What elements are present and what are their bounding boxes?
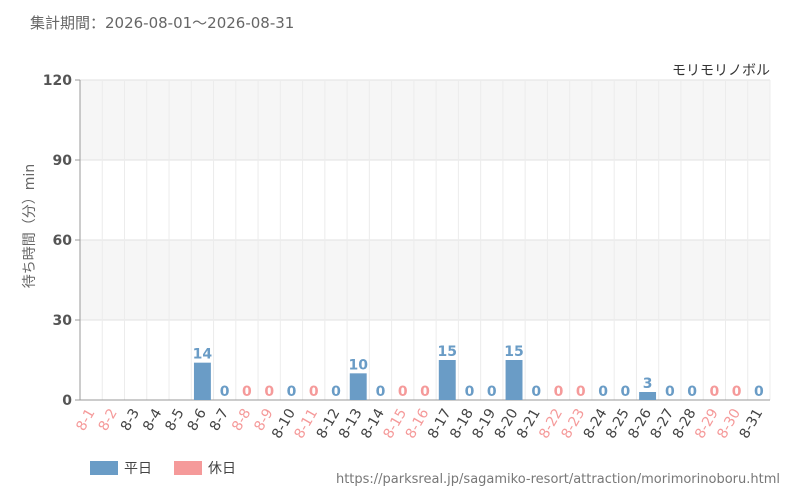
data-label: 15 <box>438 344 457 360</box>
x-tick-label: 8-4 <box>140 406 165 434</box>
legend-item-weekday: 平日 <box>90 458 152 478</box>
legend: 平日 休日 <box>90 458 236 478</box>
data-label: 0 <box>242 384 252 400</box>
data-label: 0 <box>220 384 230 400</box>
data-label: 10 <box>348 357 368 373</box>
data-label: 0 <box>687 384 697 400</box>
data-label: 0 <box>287 384 297 400</box>
data-label: 0 <box>264 384 274 400</box>
legend-swatch-holiday <box>174 461 202 475</box>
y-axis-label: 待ち時間（分）min <box>22 164 38 288</box>
data-label: 15 <box>504 344 523 360</box>
data-label: 0 <box>398 384 408 400</box>
source-url[interactable]: https://parksreal.jp/sagamiko-resort/att… <box>336 472 780 487</box>
x-tick-label: 8-6 <box>185 406 210 434</box>
grid-band <box>80 160 770 240</box>
legend-label-weekday: 平日 <box>124 458 152 478</box>
y-tick-label: 0 <box>62 393 72 409</box>
bar <box>194 363 211 400</box>
y-tick-labels: 0 30 60 90 120 <box>43 73 72 409</box>
x-tick-label: 8-1 <box>73 406 98 434</box>
x-tick-label: 8-2 <box>96 406 121 434</box>
data-label: 0 <box>309 384 319 400</box>
data-label: 0 <box>754 384 764 400</box>
data-label: 0 <box>376 384 386 400</box>
bar <box>350 373 367 400</box>
legend-swatch-weekday <box>90 461 118 475</box>
x-tick-label: 8-8 <box>229 406 254 434</box>
data-label: 0 <box>598 384 608 400</box>
legend-item-holiday: 休日 <box>174 458 236 478</box>
y-tick-label: 30 <box>53 313 73 329</box>
chart-title: モリモリノボル <box>672 63 770 79</box>
data-label: 0 <box>487 384 497 400</box>
data-label: 14 <box>193 347 213 363</box>
data-label: 0 <box>531 384 541 400</box>
y-tick-label: 120 <box>43 73 72 89</box>
bar <box>439 360 456 400</box>
data-label: 0 <box>732 384 742 400</box>
data-label: 0 <box>576 384 586 400</box>
y-tick-label: 90 <box>53 153 73 169</box>
data-label: 0 <box>620 384 630 400</box>
grid-band <box>80 240 770 320</box>
y-tick-label: 60 <box>53 233 73 249</box>
x-tick-labels: 8-18-28-38-48-58-68-78-88-98-108-118-128… <box>73 406 766 442</box>
x-tick-label: 8-7 <box>207 406 232 434</box>
bar <box>506 360 523 400</box>
x-tick-label: 8-3 <box>118 406 143 434</box>
data-label: 0 <box>709 384 719 400</box>
x-tick-label: 8-31 <box>737 406 767 442</box>
data-label: 0 <box>665 384 675 400</box>
grid-band <box>80 80 770 160</box>
data-label: 0 <box>465 384 475 400</box>
data-label: 0 <box>420 384 430 400</box>
x-tick-label: 8-5 <box>162 406 187 434</box>
data-label: 0 <box>331 384 341 400</box>
data-label: 0 <box>554 384 564 400</box>
data-label: 3 <box>643 376 653 392</box>
legend-label-holiday: 休日 <box>208 458 236 478</box>
bar <box>639 392 656 400</box>
